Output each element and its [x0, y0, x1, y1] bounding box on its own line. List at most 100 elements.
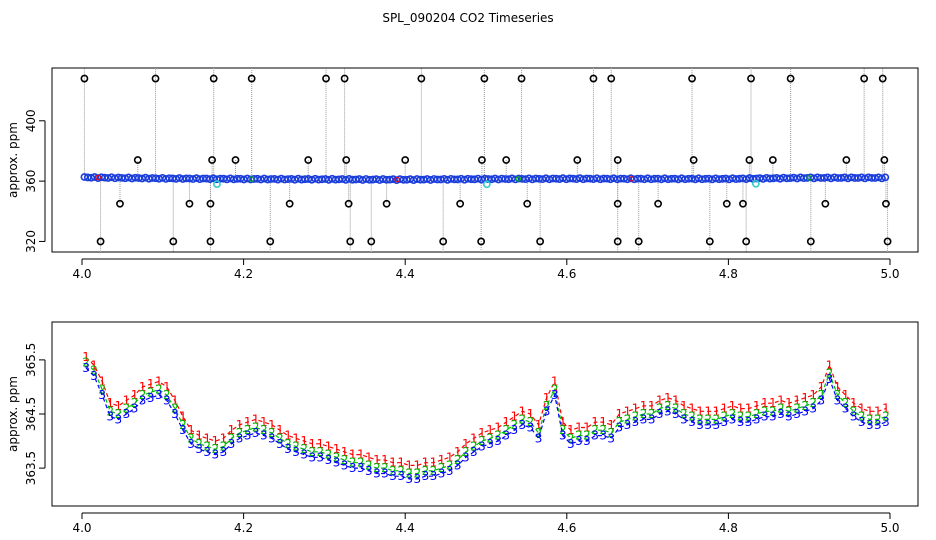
series-1-point: 1 [624, 404, 632, 418]
series-2-point: 2 [405, 467, 413, 481]
series-1-point: 1 [721, 402, 729, 416]
series-2-point: 2 [422, 464, 430, 478]
series-3-point: 3 [333, 456, 341, 470]
series-1-point: 1 [171, 393, 179, 407]
baseline-point-accent [515, 176, 522, 182]
series-1-point: 1 [82, 350, 90, 364]
spike-marker [842, 156, 851, 164]
series-1-point: 1 [761, 396, 769, 410]
top-x-tick-label: 4.0 [72, 267, 91, 281]
spike-marker [169, 237, 178, 246]
bottom-y-axis-label: approx. ppm [6, 376, 20, 452]
series-1-point: 1 [123, 393, 131, 407]
series-3-point: 3 [252, 426, 260, 440]
series-3-point: 3 [115, 412, 123, 426]
spike-marker [689, 156, 698, 164]
spike-marker [883, 237, 892, 246]
series-1-point: 1 [607, 418, 615, 432]
series-2-point: 2 [874, 412, 882, 426]
series-1-point: 1 [422, 456, 430, 470]
series-1-point: 1 [317, 437, 325, 451]
series-3-point: 3 [567, 437, 575, 451]
series-3-point: 3 [502, 429, 510, 443]
series-3-point: 3 [228, 437, 236, 451]
series-1-point: 1 [139, 380, 147, 394]
series-3-point: 3 [446, 464, 454, 478]
series-3-point: 3 [535, 431, 543, 445]
series-3-point: 3 [777, 407, 785, 421]
series-3-point: 3 [510, 423, 518, 437]
series-2-point: 2 [317, 445, 325, 459]
series-2-point: 2 [834, 388, 842, 402]
series-2-point: 2 [357, 456, 365, 470]
series-2-point: 2 [721, 410, 729, 424]
series-2-point: 2 [543, 399, 551, 413]
spike-marker [786, 74, 795, 83]
series-3-point: 3 [163, 393, 171, 407]
series-1-point: 1 [817, 380, 825, 394]
series-3-point: 3 [171, 407, 179, 421]
series-2-point: 2 [470, 439, 478, 453]
series-1-point: 1 [535, 418, 543, 432]
series-2-point: 2 [349, 456, 357, 470]
series-1-point: 1 [284, 429, 292, 443]
series-1-point: 1 [801, 391, 809, 405]
spike-marker [266, 237, 275, 246]
series-2-point: 2 [82, 356, 90, 370]
top-x-tick-label: 4.6 [557, 267, 576, 281]
spike-marker [806, 237, 815, 246]
top-y-tick-label: 360 [24, 170, 38, 193]
series-2-point: 2 [308, 445, 316, 459]
series-2-point: 2 [389, 464, 397, 478]
spike-marker [878, 74, 887, 83]
series-3-point: 3 [551, 388, 559, 402]
series-2-point: 2 [761, 404, 769, 418]
series-2-point: 2 [163, 388, 171, 402]
spike-marker [304, 156, 313, 164]
series-1-point: 1 [454, 445, 462, 459]
spike-marker [722, 199, 731, 208]
series-3-point: 3 [397, 469, 405, 483]
series-2-point: 2 [365, 458, 373, 472]
series-2-point: 2 [300, 442, 308, 456]
spike-marker [456, 199, 465, 208]
series-1-point: 1 [712, 404, 720, 418]
series-1-point: 1 [155, 375, 163, 389]
series-3-point: 3 [866, 418, 874, 432]
series-1-point: 1 [90, 358, 98, 372]
series-3-point: 3 [300, 448, 308, 462]
series-3-point: 3 [656, 407, 664, 421]
series-2-point: 2 [591, 423, 599, 437]
series-1-point: 1 [413, 458, 421, 472]
top-spike-lines [83, 68, 889, 252]
series-3-point: 3 [123, 407, 131, 421]
series-1-point: 1 [220, 431, 228, 445]
series-2-point: 2 [179, 418, 187, 432]
series-3-point: 3 [664, 404, 672, 418]
series-1-point: 1 [793, 393, 801, 407]
series-2-point: 2 [373, 461, 381, 475]
series-3-point: 3 [599, 429, 607, 443]
series-1-point: 1 [292, 431, 300, 445]
spike-marker [634, 237, 643, 246]
series-3-point: 3 [721, 415, 729, 429]
series-1-point: 1 [680, 399, 688, 413]
spike-marker [417, 74, 426, 83]
series-3-point: 3 [591, 429, 599, 443]
series-3-point: 3 [147, 391, 155, 405]
spike-marker [340, 74, 349, 83]
spike-marker [206, 199, 215, 208]
series-3-point: 3 [817, 393, 825, 407]
spike-marker [821, 199, 830, 208]
series-2-point: 2 [147, 385, 155, 399]
series-2-point: 2 [785, 404, 793, 418]
series-2-point: 2 [858, 410, 866, 424]
series-3-point: 3 [494, 434, 502, 448]
series-1-point: 1 [502, 415, 510, 429]
series-3-point: 3 [850, 410, 858, 424]
series-1-point: 1 [599, 415, 607, 429]
series-2-point: 2 [502, 423, 510, 437]
series-2-point: 2 [664, 399, 672, 413]
spike-marker [705, 237, 714, 246]
